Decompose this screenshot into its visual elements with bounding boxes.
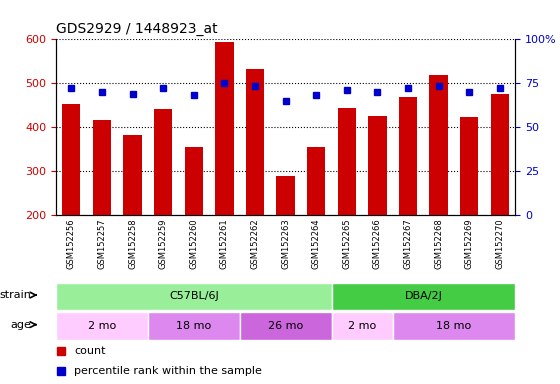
Text: 2 mo: 2 mo [348,321,376,331]
Bar [491,94,509,215]
Bar [148,312,240,340]
Text: percentile rank within the sample: percentile rank within the sample [74,366,262,376]
Text: GDS2929 / 1448923_at: GDS2929 / 1448923_at [56,22,218,36]
Bar [62,104,81,215]
Text: 2 mo: 2 mo [88,321,116,331]
Text: age: age [10,319,31,329]
Text: count: count [74,346,106,356]
Bar [393,312,515,340]
Bar [460,118,478,215]
Bar [215,42,234,215]
Text: C57BL/6J: C57BL/6J [169,291,218,301]
Bar [123,135,142,215]
Text: 18 mo: 18 mo [436,321,472,331]
Bar [277,176,295,215]
Bar [332,283,515,310]
Bar [246,69,264,215]
Bar [185,147,203,215]
Text: 26 mo: 26 mo [268,321,303,331]
Bar [307,147,325,215]
Bar [399,97,417,215]
Bar [338,108,356,215]
Text: strain: strain [0,290,31,300]
Text: 18 mo: 18 mo [176,321,211,331]
Bar [368,116,386,215]
Bar [56,283,332,310]
Bar [154,109,172,215]
Bar [93,119,111,215]
Bar [56,312,148,340]
Bar [332,312,393,340]
Text: DBA/2J: DBA/2J [404,291,442,301]
Bar [430,75,448,215]
Bar [240,312,332,340]
